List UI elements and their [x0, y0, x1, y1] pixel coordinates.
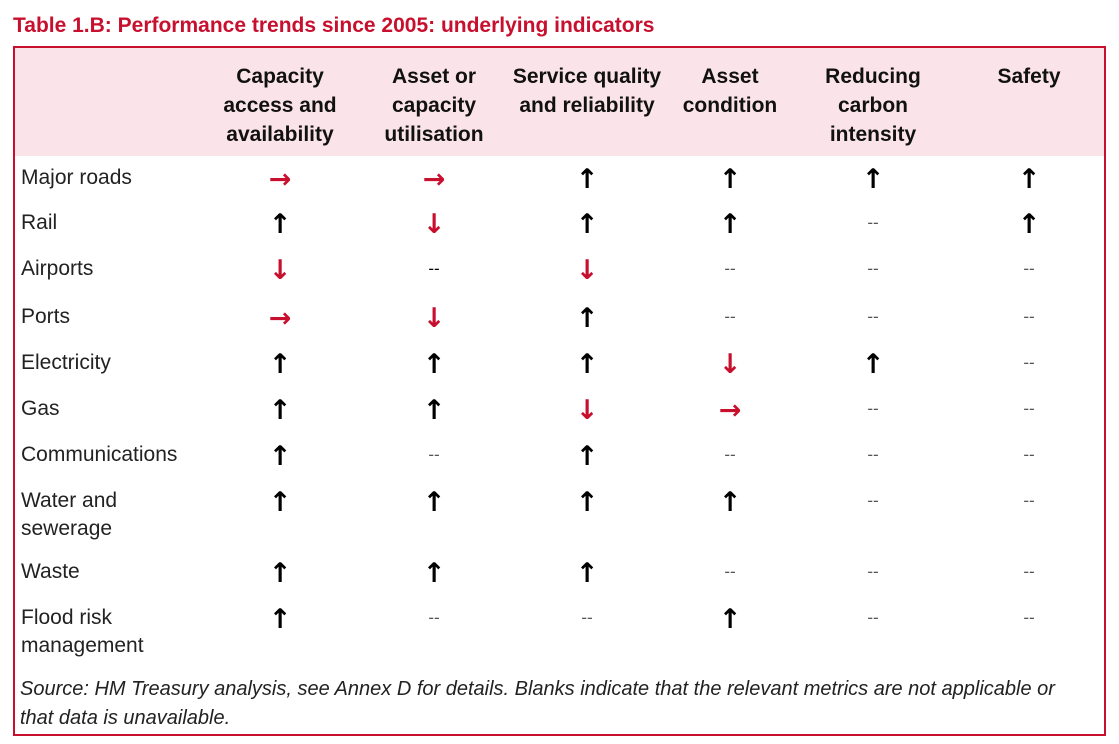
blank-marker: --: [867, 562, 879, 581]
trend-arrow: ↑: [1017, 209, 1041, 240]
trend-arrow: ↑: [575, 349, 599, 380]
row-label: Gas: [21, 397, 60, 420]
trend-arrow: ↑: [268, 441, 292, 472]
trend-arrow: ↑: [268, 558, 292, 589]
blank-marker: --: [428, 259, 440, 278]
trend-arrow: ↑: [268, 604, 292, 635]
trend-arrow: ↑: [718, 604, 742, 635]
trend-arrow: ↑: [422, 487, 446, 518]
trend-arrow: ↑: [268, 209, 292, 240]
blank-marker: --: [867, 608, 879, 627]
row-label: Electricity: [21, 351, 111, 374]
trend-arrow: ↑: [1017, 164, 1041, 195]
blank-marker: --: [1023, 608, 1035, 627]
blank-marker: --: [867, 259, 879, 278]
trend-arrow: →: [268, 164, 292, 195]
trend-arrow: ↑: [575, 209, 599, 240]
column-header: Service quality and reliability: [512, 65, 662, 117]
row-label: Rail: [21, 211, 58, 234]
blank-marker: --: [428, 445, 440, 464]
trend-arrow: ↑: [268, 349, 292, 380]
trend-arrow: ↑: [861, 349, 885, 380]
blank-marker: --: [867, 491, 879, 510]
column-header: Reducing carbon intensity: [825, 65, 921, 146]
trend-arrow: ↑: [422, 395, 446, 426]
blank-marker: --: [867, 445, 879, 464]
trend-arrow: ↑: [718, 164, 742, 195]
blank-marker: --: [867, 307, 879, 326]
trend-arrow: ↓: [718, 349, 742, 380]
trend-arrow: ↑: [718, 209, 742, 240]
blank-marker: --: [867, 399, 879, 418]
trend-arrow: ↑: [718, 487, 742, 518]
row-label: Flood risk management: [21, 606, 144, 657]
header-band: [15, 48, 1104, 156]
blank-marker: --: [1023, 353, 1035, 372]
column-header: Asset or capacity utilisation: [384, 65, 484, 146]
table: Source: HM Treasury analysis, see Annex …: [13, 46, 1106, 736]
trend-arrow: ↑: [268, 487, 292, 518]
row-label: Ports: [21, 305, 71, 328]
blank-marker: --: [724, 307, 736, 326]
column-header: Safety: [997, 65, 1061, 88]
trend-arrow: ↑: [575, 164, 599, 195]
trend-arrow: ↑: [575, 558, 599, 589]
blank-marker: --: [1023, 491, 1035, 510]
blank-marker: --: [1023, 399, 1035, 418]
trend-arrow: →: [718, 395, 742, 426]
trend-arrow: ↑: [422, 349, 446, 380]
blank-marker: --: [1023, 562, 1035, 581]
trend-arrow: →: [422, 164, 446, 195]
table-title: Table 1.B: Performance trends since 2005…: [13, 14, 655, 37]
row-label: Water and sewerage: [21, 489, 118, 540]
trend-arrow: ↑: [575, 487, 599, 518]
trend-arrow: ↑: [575, 303, 599, 334]
blank-marker: --: [724, 259, 736, 278]
row-label: Major roads: [21, 166, 132, 189]
trend-arrow: ↓: [268, 255, 292, 286]
trend-arrow: ↑: [268, 395, 292, 426]
row-label: Airports: [21, 257, 94, 280]
blank-marker: --: [1023, 307, 1035, 326]
trend-arrow: ↓: [575, 395, 599, 426]
blank-marker: --: [428, 608, 440, 627]
blank-marker: --: [1023, 445, 1035, 464]
column-header: Capacity access and availability: [223, 65, 337, 146]
blank-marker: --: [724, 445, 736, 464]
blank-marker: --: [724, 562, 736, 581]
trend-arrow: →: [268, 303, 292, 334]
blank-marker: --: [581, 608, 593, 627]
blank-marker: --: [1023, 259, 1035, 278]
column-header: Asset condition: [682, 65, 778, 117]
trend-arrow: ↓: [575, 255, 599, 286]
trend-arrow: ↑: [575, 441, 599, 472]
trend-arrow: ↑: [861, 164, 885, 195]
row-label: Communications: [21, 443, 178, 466]
trend-arrow: ↓: [422, 209, 446, 240]
source-note: Source: HM Treasury analysis, see Annex …: [20, 678, 1055, 729]
row-label: Waste: [21, 560, 80, 583]
blank-marker: --: [867, 213, 879, 232]
trend-arrow: ↑: [422, 558, 446, 589]
trend-arrow: ↓: [422, 303, 446, 334]
